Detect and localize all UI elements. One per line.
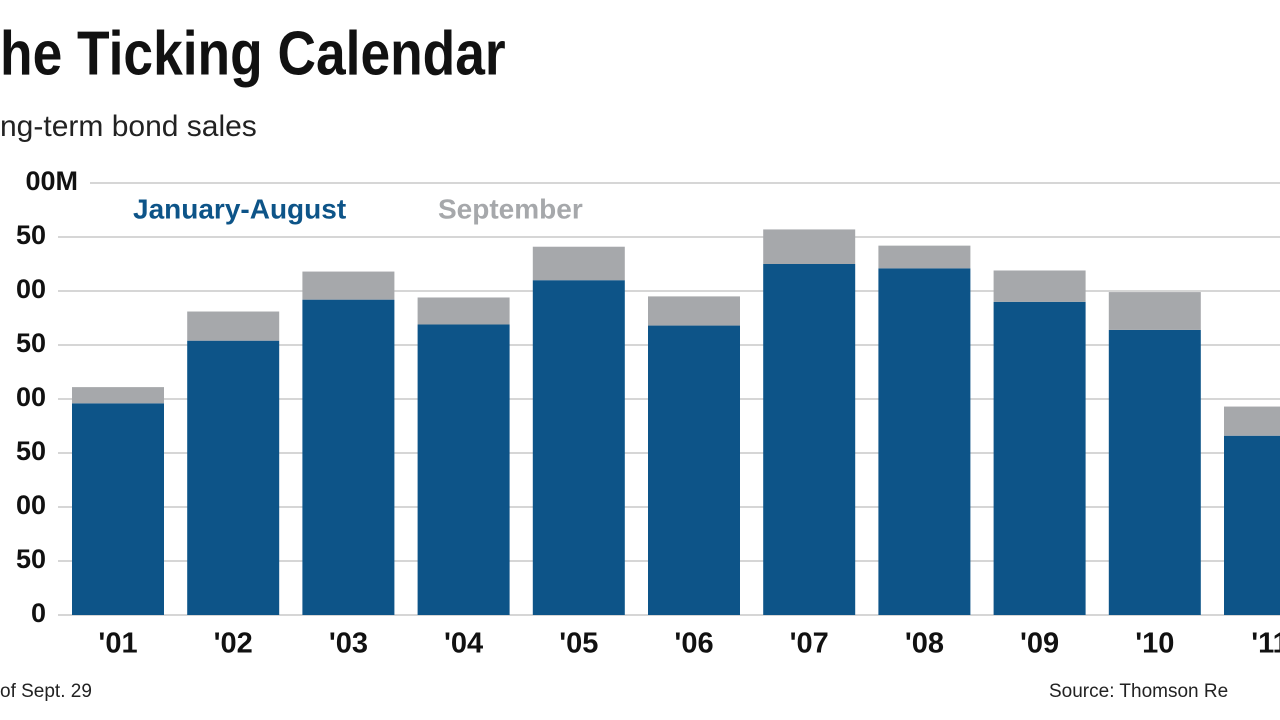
x-tick-label: '07 xyxy=(790,628,829,660)
bar-segment xyxy=(878,268,971,615)
bar-segment xyxy=(993,270,1086,302)
y-tick-label: 00M xyxy=(25,166,78,196)
y-tick-label: 0 xyxy=(31,598,46,628)
legend-label: January-August xyxy=(133,193,346,224)
y-tick-label: 00 xyxy=(16,274,46,304)
source: Source: Thomson Re xyxy=(1049,681,1228,702)
x-tick-label: '08 xyxy=(905,628,944,660)
y-tick-label: 50 xyxy=(16,220,46,250)
x-tick-label: '02 xyxy=(214,628,253,660)
y-tick-label: 50 xyxy=(16,436,46,466)
bar-segment xyxy=(648,296,740,326)
bar-segment xyxy=(1224,435,1280,615)
bar-segment xyxy=(763,264,856,615)
bar-segment xyxy=(187,311,280,341)
y-tick-label: 00 xyxy=(16,382,46,412)
bar-segment xyxy=(1108,329,1201,615)
bar-segment xyxy=(417,297,510,325)
x-tick-label: '03 xyxy=(329,628,368,660)
bar-segment xyxy=(72,387,164,404)
bar-segment xyxy=(532,280,625,615)
bar-segment xyxy=(302,299,395,615)
x-tick-label: '11 xyxy=(1251,628,1280,660)
bar-segment xyxy=(532,246,625,281)
bar-segment xyxy=(1224,406,1280,436)
legend-label: September xyxy=(438,193,583,224)
bar-segment xyxy=(648,325,740,615)
bar-segment xyxy=(72,403,164,615)
x-tick-label: '10 xyxy=(1135,628,1174,660)
bar-segment xyxy=(763,229,856,264)
x-tick-label: '04 xyxy=(444,628,483,660)
x-tick-label: '06 xyxy=(674,628,713,660)
x-tick-label: '05 xyxy=(559,628,598,660)
bar-segment xyxy=(187,340,280,615)
y-tick-label: 00 xyxy=(16,490,46,520)
bar-segment xyxy=(878,245,971,269)
chart-title: he Ticking Calendar xyxy=(0,20,506,89)
y-tick-label: 50 xyxy=(16,544,46,574)
x-tick-label: '09 xyxy=(1020,628,1059,660)
x-tick-label: '01 xyxy=(98,628,137,660)
footnote: of Sept. 29 xyxy=(0,681,92,702)
bar-segment xyxy=(993,301,1086,615)
bar-segment xyxy=(1108,292,1201,330)
bar-segment xyxy=(302,271,395,300)
y-tick-label: 50 xyxy=(16,328,46,358)
chart-subtitle: ng-term bond sales xyxy=(0,110,257,143)
bar-segment xyxy=(417,324,510,615)
